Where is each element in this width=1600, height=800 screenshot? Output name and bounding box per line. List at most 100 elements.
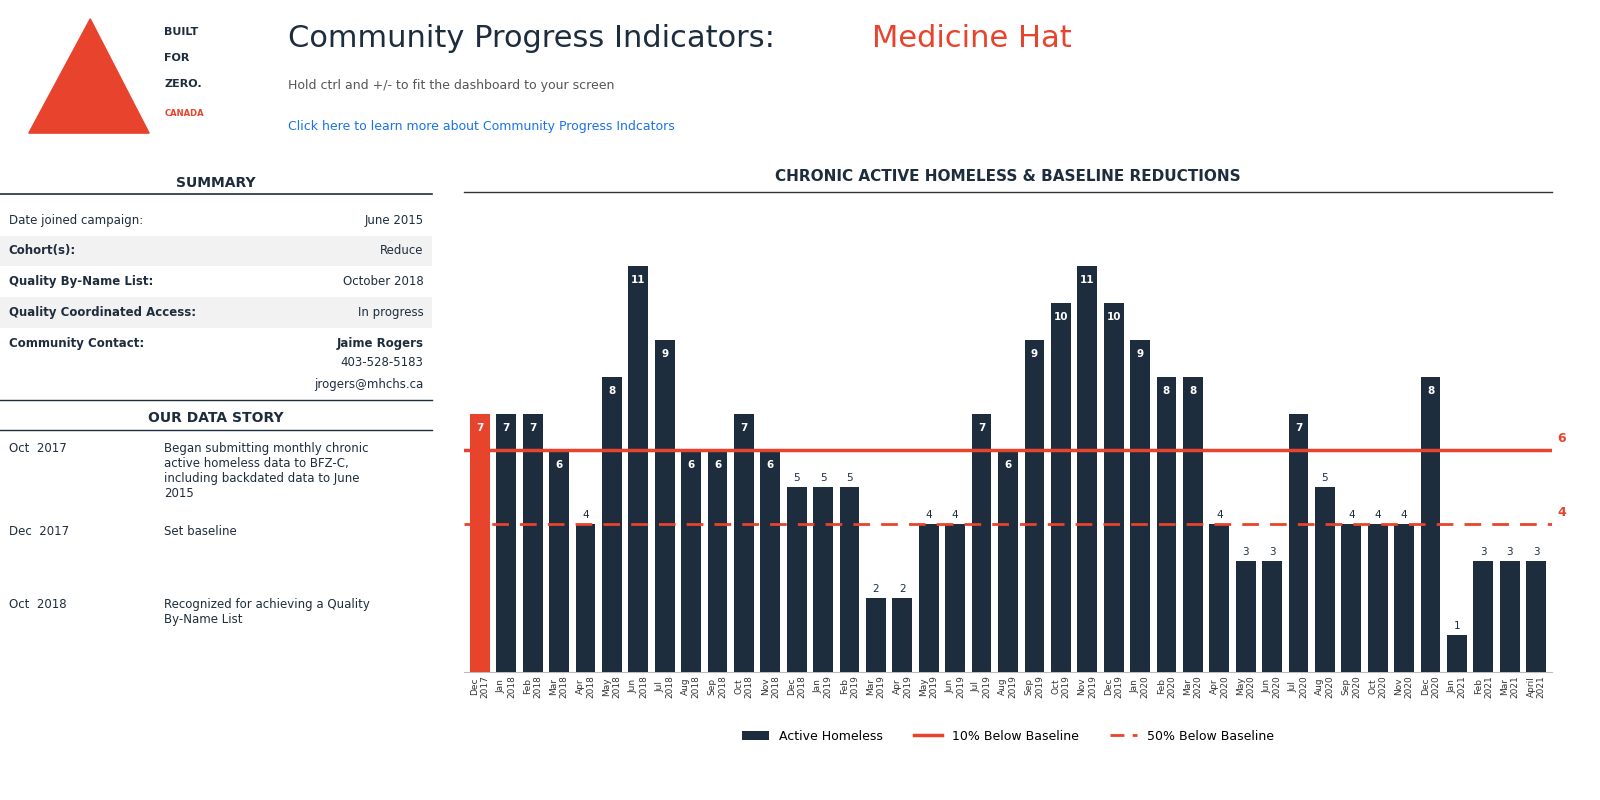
Bar <box>707 450 728 672</box>
Text: 7: 7 <box>477 422 483 433</box>
Bar <box>1421 377 1440 672</box>
Text: 5: 5 <box>846 473 853 483</box>
Text: 10: 10 <box>1053 312 1069 322</box>
Bar <box>1104 302 1123 672</box>
Text: Medicine Hat: Medicine Hat <box>872 24 1072 54</box>
Text: Dec  2017: Dec 2017 <box>8 525 69 538</box>
Bar <box>496 414 517 672</box>
Bar <box>1182 377 1203 672</box>
Bar <box>1315 487 1334 672</box>
Bar <box>0 328 432 358</box>
Text: June 2015: June 2015 <box>365 214 424 226</box>
Text: 6: 6 <box>766 460 774 470</box>
Text: OUR DATA STORY: OUR DATA STORY <box>149 411 283 425</box>
Text: 4: 4 <box>952 510 958 520</box>
Text: 8: 8 <box>1163 386 1170 396</box>
Text: 11: 11 <box>630 275 645 285</box>
Polygon shape <box>29 19 149 133</box>
Text: 6: 6 <box>1005 460 1011 470</box>
Text: ZERO.: ZERO. <box>165 78 202 89</box>
Bar <box>998 450 1018 672</box>
Text: CANADA: CANADA <box>165 109 205 118</box>
Text: Cohort(s):: Cohort(s): <box>8 244 75 258</box>
Text: 5: 5 <box>794 473 800 483</box>
Bar <box>918 524 939 672</box>
Text: Began submitting monthly chronic
active homeless data to BFZ-C,
including backda: Began submitting monthly chronic active … <box>165 442 368 499</box>
Text: 4: 4 <box>1347 510 1355 520</box>
Bar <box>1262 562 1282 672</box>
Bar <box>760 450 781 672</box>
Bar <box>0 235 432 266</box>
Text: 3: 3 <box>1480 547 1486 557</box>
Text: 3: 3 <box>1242 547 1250 557</box>
Text: 9: 9 <box>661 349 669 359</box>
Text: Oct  2017: Oct 2017 <box>8 442 66 454</box>
Text: 4: 4 <box>925 510 933 520</box>
Bar <box>946 524 965 672</box>
Bar <box>1235 562 1256 672</box>
Title: CHRONIC ACTIVE HOMELESS & BASELINE REDUCTIONS: CHRONIC ACTIVE HOMELESS & BASELINE REDUC… <box>774 169 1242 184</box>
Bar <box>1474 562 1493 672</box>
Bar <box>1341 524 1362 672</box>
Text: 7: 7 <box>978 422 986 433</box>
Text: 2: 2 <box>872 584 880 594</box>
Bar <box>1446 635 1467 672</box>
Bar <box>866 598 886 672</box>
Text: BUILT: BUILT <box>165 27 198 37</box>
Text: 3: 3 <box>1507 547 1514 557</box>
Text: 3: 3 <box>1269 547 1275 557</box>
Text: 6: 6 <box>1557 432 1566 445</box>
Bar <box>1368 524 1387 672</box>
Text: Recognized for achieving a Quality
By-Name List: Recognized for achieving a Quality By-Na… <box>165 598 370 626</box>
Text: Reduce: Reduce <box>379 244 424 258</box>
Text: 6: 6 <box>688 460 694 470</box>
Bar <box>682 450 701 672</box>
Text: October 2018: October 2018 <box>342 275 424 288</box>
Text: SUMMARY: SUMMARY <box>176 176 256 190</box>
Bar <box>523 414 542 672</box>
Text: 8: 8 <box>1427 386 1434 396</box>
Bar <box>893 598 912 672</box>
Text: 1: 1 <box>1454 621 1461 630</box>
Bar <box>1499 562 1520 672</box>
Bar <box>0 297 432 328</box>
Bar <box>971 414 992 672</box>
Bar <box>840 487 859 672</box>
Bar <box>654 340 675 672</box>
Text: 7: 7 <box>741 422 747 433</box>
Text: 7: 7 <box>1294 422 1302 433</box>
Text: Set baseline: Set baseline <box>165 525 237 538</box>
Text: 8: 8 <box>608 386 616 396</box>
Bar <box>734 414 754 672</box>
Text: 4: 4 <box>1557 506 1566 518</box>
Bar <box>576 524 595 672</box>
Text: 403-528-5183: 403-528-5183 <box>341 357 424 370</box>
Bar <box>1210 524 1229 672</box>
Text: 4: 4 <box>582 510 589 520</box>
Bar <box>0 266 432 297</box>
Text: 5: 5 <box>819 473 827 483</box>
Bar <box>1051 302 1070 672</box>
Bar <box>1526 562 1546 672</box>
Text: 4: 4 <box>1374 510 1381 520</box>
Bar <box>602 377 622 672</box>
Bar <box>1157 377 1176 672</box>
Text: Click here to learn more about Community Progress Indcators: Click here to learn more about Community… <box>288 119 675 133</box>
Bar <box>470 414 490 672</box>
Bar <box>0 205 432 235</box>
Bar <box>549 450 570 672</box>
Text: Hold ctrl and +/- to fit the dashboard to your screen: Hold ctrl and +/- to fit the dashboard t… <box>288 78 614 92</box>
Text: 3: 3 <box>1533 547 1539 557</box>
Bar <box>1288 414 1309 672</box>
Text: Community Progress Indicators:: Community Progress Indicators: <box>288 24 774 54</box>
Bar <box>1077 266 1098 672</box>
Text: In progress: In progress <box>358 306 424 319</box>
Text: 6: 6 <box>714 460 722 470</box>
Text: 9: 9 <box>1030 349 1038 359</box>
Text: 6: 6 <box>555 460 563 470</box>
Text: 8: 8 <box>1189 386 1197 396</box>
Text: Quality By-Name List:: Quality By-Name List: <box>8 275 154 288</box>
Bar <box>1024 340 1045 672</box>
Text: 2: 2 <box>899 584 906 594</box>
Text: FOR: FOR <box>165 53 190 63</box>
